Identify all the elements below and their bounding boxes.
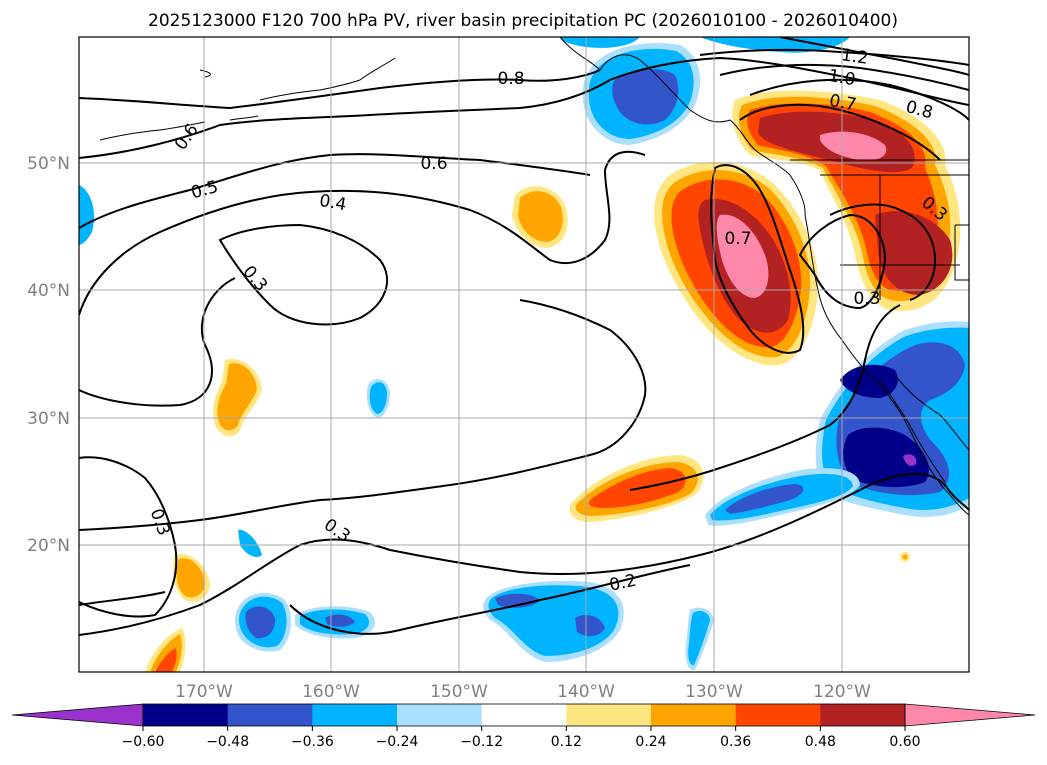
lon-labels: 170°W 160°W 150°W 140°W 130°W 120°W bbox=[175, 682, 871, 702]
contour-label: 1.2 bbox=[840, 45, 870, 69]
lat-label: 50°N bbox=[27, 154, 70, 174]
contour-label: 1.0 bbox=[827, 66, 857, 90]
contour-label: 0.8 bbox=[497, 69, 524, 89]
colorbar-tick-label: −0.24 bbox=[376, 734, 419, 750]
colorbar-tick-label: −0.12 bbox=[460, 734, 503, 750]
gridlines bbox=[79, 37, 969, 672]
colorbar-swatch bbox=[397, 704, 483, 726]
colorbar-outline bbox=[142, 703, 906, 727]
colorbar-swatch bbox=[481, 704, 567, 726]
colorbar-swatch bbox=[227, 704, 313, 726]
contour-label: 0.3 bbox=[853, 289, 880, 309]
colorbar-tick-label: 0.12 bbox=[551, 734, 582, 750]
colorbar-swatch bbox=[312, 704, 398, 726]
contour-label: 0.7 bbox=[828, 91, 858, 115]
lon-label: 120°W bbox=[813, 682, 871, 702]
lat-label: 20°N bbox=[27, 536, 70, 556]
colorbar-tick-label: −0.60 bbox=[122, 734, 165, 750]
map-frame bbox=[78, 36, 970, 673]
colorbar-tick-label: 0.60 bbox=[889, 734, 920, 750]
contour-label: 0.7 bbox=[724, 229, 751, 249]
colorbar-extend-min bbox=[11, 703, 144, 727]
lat-label: 40°N bbox=[27, 281, 70, 301]
map-title: 2025123000 F120 700 hPa PV, river basin … bbox=[148, 11, 898, 31]
colorbar-swatch bbox=[143, 704, 229, 726]
colorbar-tick-label: 0.36 bbox=[720, 734, 751, 750]
colorbar: −0.60 −0.48 −0.36 −0.24 −0.12 0.12 0.24 0.36 0.4… bbox=[11, 703, 1036, 750]
lon-label: 140°W bbox=[557, 682, 615, 702]
pv-contours bbox=[79, 37, 969, 636]
lon-label: 170°W bbox=[175, 682, 233, 702]
lon-label: 130°W bbox=[685, 682, 743, 702]
colorbar-extend-max bbox=[904, 703, 1036, 727]
contour-label: 0.4 bbox=[318, 191, 348, 215]
colorbar-swatch bbox=[651, 704, 737, 726]
colorbar-tick-label: 0.24 bbox=[635, 734, 666, 750]
lat-labels: 50°N 40°N 30°N 20°N bbox=[27, 154, 70, 556]
lon-label: 160°W bbox=[302, 682, 360, 702]
lat-label: 30°N bbox=[27, 409, 70, 429]
contour-label: 0.6 bbox=[420, 154, 447, 174]
colorbar-swatch bbox=[820, 704, 906, 726]
colorbar-tick-label: 0.48 bbox=[805, 734, 836, 750]
colorbar-tick-label: −0.36 bbox=[291, 734, 334, 750]
colorbar-tick-label: −0.48 bbox=[206, 734, 249, 750]
lon-label: 150°W bbox=[430, 682, 488, 702]
colorbar-swatch bbox=[735, 704, 821, 726]
colorbar-swatch bbox=[566, 704, 652, 726]
